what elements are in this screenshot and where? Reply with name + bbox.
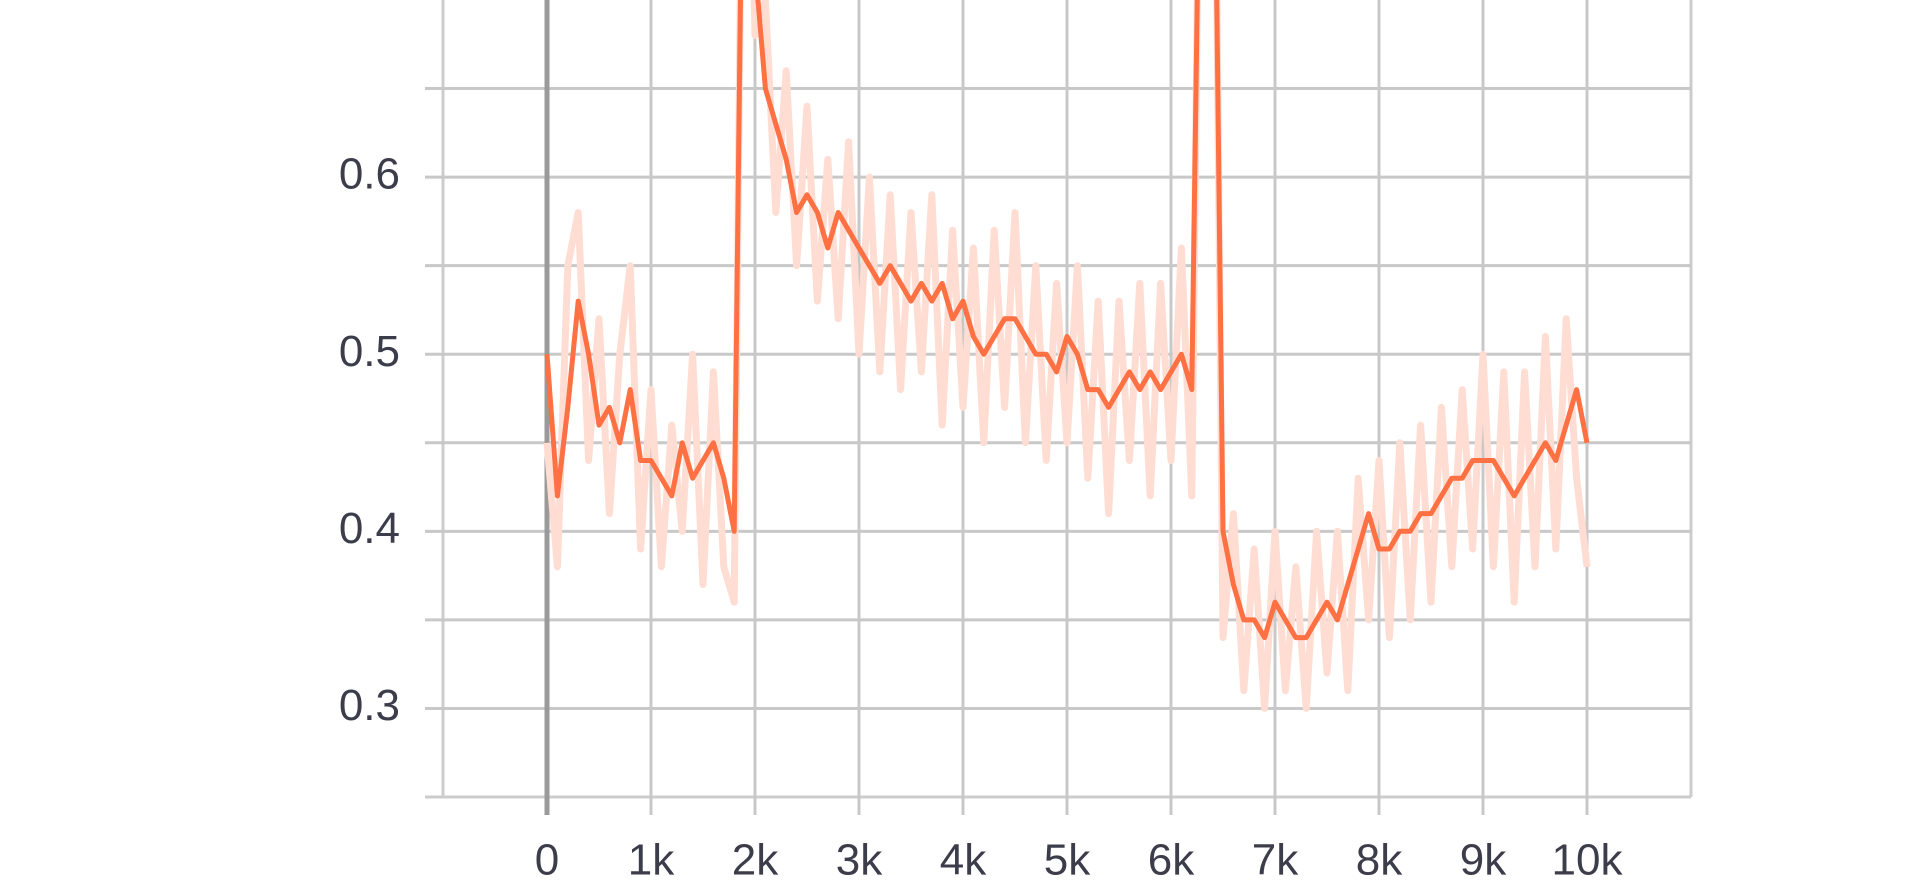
y-tick-label: 0.3 xyxy=(339,681,400,730)
x-tick-label: 9k xyxy=(1460,836,1507,885)
x-tick-label: 3k xyxy=(836,836,883,885)
y-tick-label: 0.5 xyxy=(339,327,400,376)
x-tick-label: 10k xyxy=(1552,836,1624,885)
x-tick-label: 6k xyxy=(1148,836,1195,885)
x-tick-label: 5k xyxy=(1044,836,1091,885)
y-tick-label: 0.4 xyxy=(339,504,400,553)
raw-line xyxy=(543,0,1591,712)
smoothed-line xyxy=(544,0,1590,641)
x-tick-label: 8k xyxy=(1356,836,1403,885)
x-tick-label: 2k xyxy=(732,836,779,885)
x-tick-label: 0 xyxy=(535,836,559,885)
plot-area xyxy=(543,0,1591,712)
y-tick-label: 0.6 xyxy=(339,150,400,199)
x-tick-label: 7k xyxy=(1252,836,1299,885)
x-tick-label: 1k xyxy=(628,836,675,885)
x-tick-label: 4k xyxy=(940,836,987,885)
